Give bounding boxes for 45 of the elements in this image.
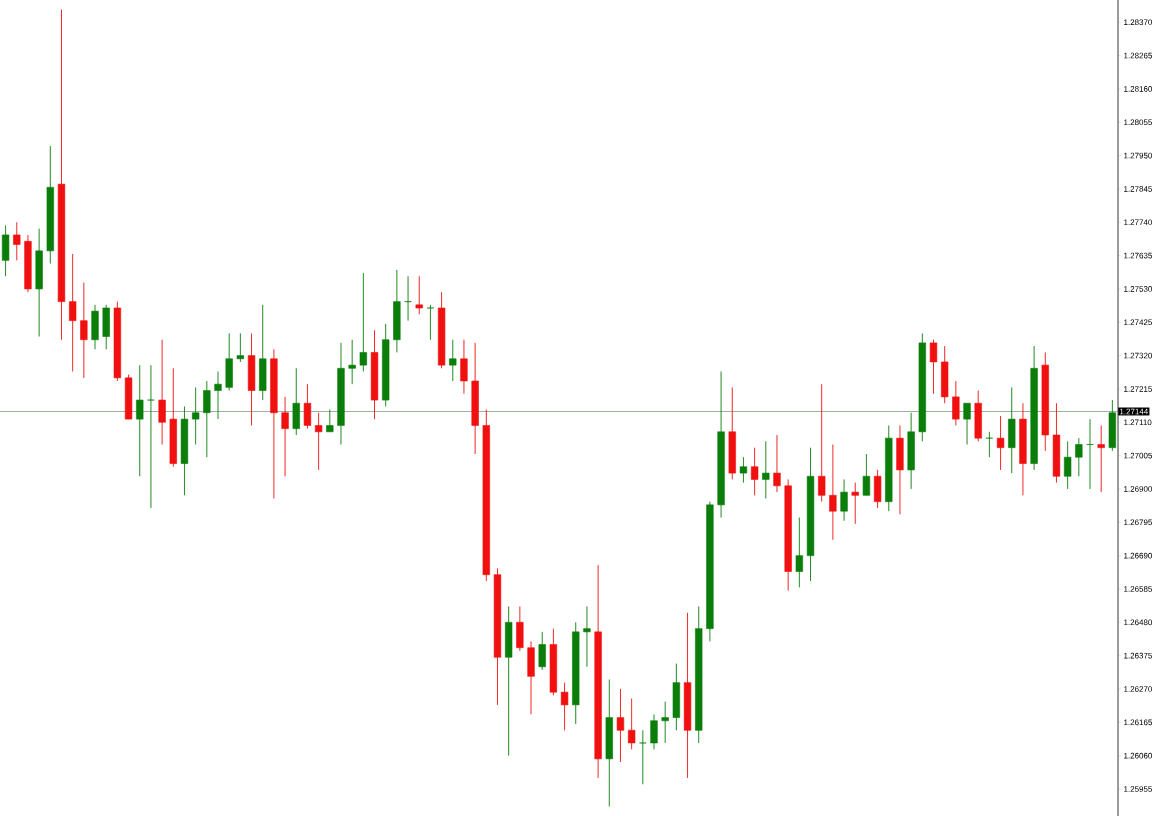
- candlestick: [1097, 425, 1105, 493]
- candlestick: [583, 605, 591, 668]
- candlestick: [314, 412, 323, 471]
- candlestick: [326, 409, 334, 433]
- candlestick: [460, 339, 468, 395]
- candlestick: [818, 383, 826, 503]
- candlestick: [639, 729, 647, 785]
- candlestick: [560, 682, 569, 731]
- candlestick: [851, 482, 859, 525]
- candlestick: [616, 688, 625, 763]
- candlestick: [203, 380, 211, 458]
- candlestick: [996, 415, 1005, 471]
- candlestick: [158, 339, 166, 445]
- candlestick: [1075, 437, 1083, 477]
- candlestick: [191, 386, 200, 445]
- candlestick: [348, 339, 356, 385]
- candlestick: [773, 434, 781, 493]
- candlestick: [627, 698, 636, 750]
- candlestick: [359, 272, 367, 372]
- candlestick: [750, 447, 759, 496]
- candlestick: [661, 701, 669, 744]
- candlestick: [963, 402, 971, 445]
- candlestick: [69, 253, 77, 372]
- candlestick: [538, 631, 546, 671]
- candlestick: [13, 221, 21, 261]
- candlestick: [415, 275, 423, 315]
- candlestick: [236, 332, 245, 363]
- candlestick: [303, 383, 312, 430]
- candlestick: [214, 371, 222, 420]
- candlestick: [650, 713, 658, 750]
- candlestick: [929, 339, 938, 395]
- candlestick: [136, 364, 144, 477]
- candlestick: [449, 339, 457, 382]
- candlestick: [426, 304, 435, 341]
- candlestick: [739, 456, 748, 484]
- candlestick: [862, 453, 871, 496]
- candlestick: [840, 478, 848, 522]
- candlestick: [829, 444, 837, 541]
- candlestick: [281, 396, 289, 477]
- candlestick: [762, 440, 770, 499]
- candlestick: [1063, 440, 1072, 490]
- candlestick: [952, 380, 960, 426]
- candlestick: [147, 364, 155, 509]
- candlestick: [795, 517, 803, 588]
- candlestick: [80, 282, 88, 379]
